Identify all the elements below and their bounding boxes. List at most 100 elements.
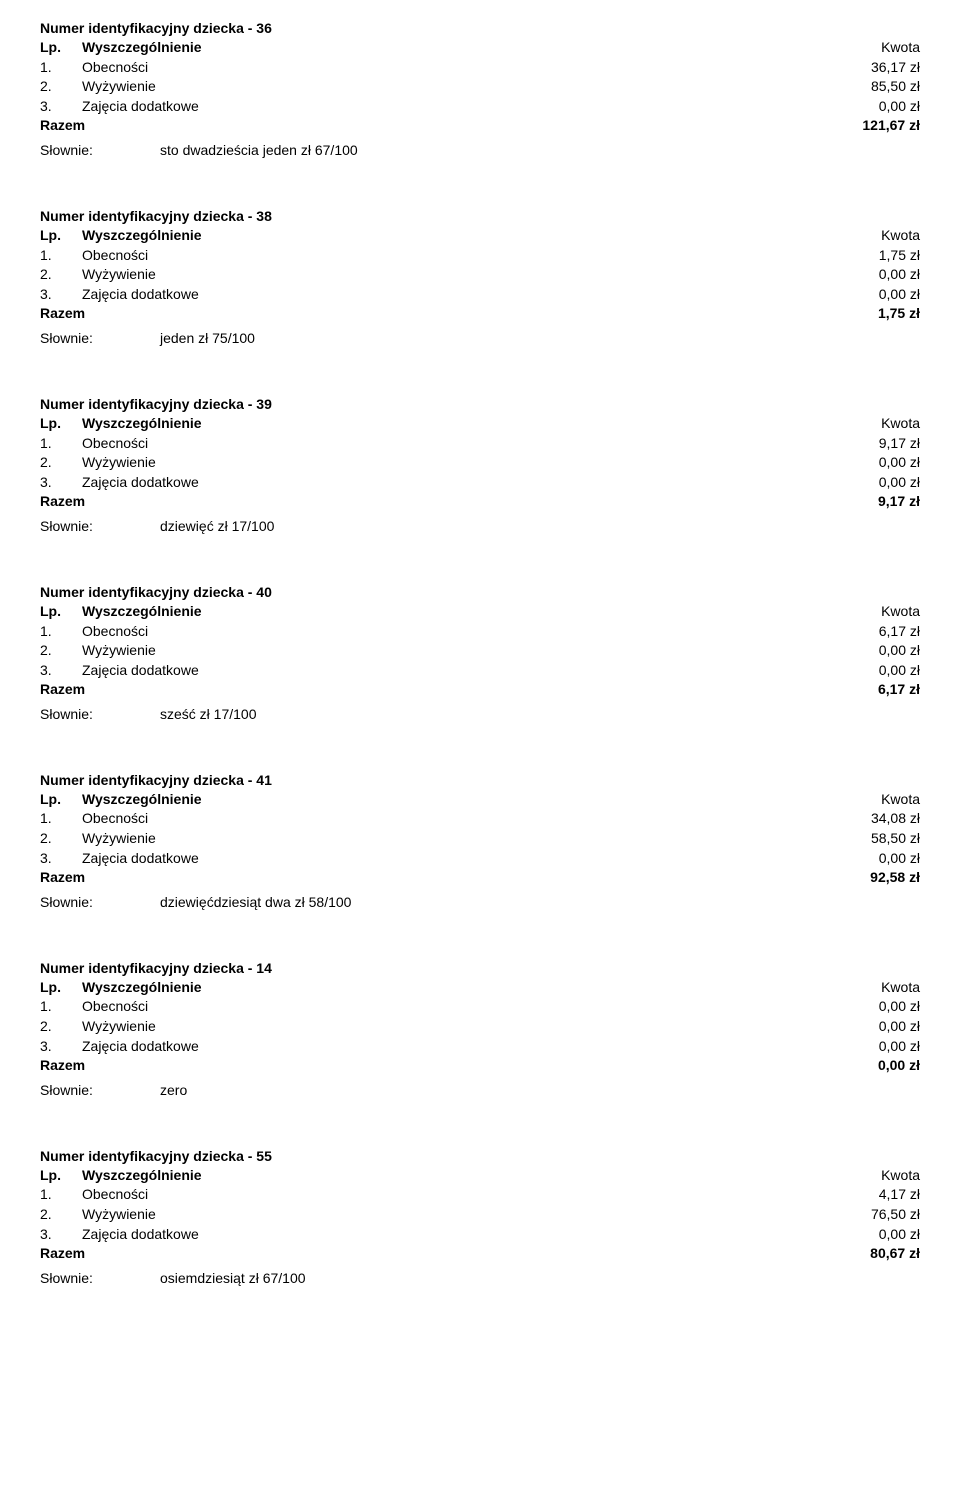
item-label: Zajęcia dodatkowe (82, 1037, 199, 1057)
item-label: Zajęcia dodatkowe (82, 97, 199, 117)
child-block: Numer identyfikacyjny dziecka - 55 Lp.Wys… (40, 1148, 920, 1286)
lp-number: 2. (40, 641, 82, 661)
slownie-label: Słownie: (40, 518, 160, 534)
total-amount: 121,67 zł (862, 116, 920, 136)
lp-number: 1. (40, 58, 82, 78)
lp-number: 1. (40, 246, 82, 266)
item-row: 2.Wyżywienie58,50 zł (40, 829, 920, 849)
child-block: Numer identyfikacyjny dziecka - 36Lp.Wys… (40, 20, 920, 158)
item-amount: 36,17 zł (871, 58, 920, 78)
item-row: 1.Obecności36,17 zł (40, 58, 920, 78)
item-row: 2.Wyżywienie85,50 zł (40, 77, 920, 97)
item-label: Zajęcia dodatkowe (82, 1225, 199, 1245)
item-label: Wyżywienie (82, 641, 156, 661)
block-title: Numer identyfikacyjny dziecka - 36 (40, 20, 920, 36)
lp-number: 3. (40, 1225, 82, 1245)
item-label: Obecności (82, 1185, 148, 1205)
item-label: Zajęcia dodatkowe (82, 473, 199, 493)
kwota-header: Kwota (881, 38, 920, 58)
item-row: 1.Obecności6,17 zł (40, 622, 920, 642)
lp-number: 1. (40, 809, 82, 829)
slownie-text: osiemdziesiąt zł 67/100 (160, 1270, 306, 1286)
item-row: 2.Wyżywienie0,00 zł (40, 1017, 920, 1037)
item-amount: 0,00 zł (879, 849, 920, 869)
item-row: 1.Obecności 4,17 zł (40, 1185, 920, 1205)
item-amount: 0,00 zł (879, 997, 920, 1017)
block-title: Numer identyfikacyjny dziecka - 38 (40, 208, 920, 224)
item-label: Obecności (82, 809, 148, 829)
wyszczegolnienie-header: Wyszczególnienie (82, 38, 202, 58)
item-label: Zajęcia dodatkowe (82, 285, 199, 305)
item-amount: 0,00 zł (879, 285, 920, 305)
slownie-text: sześć zł 17/100 (160, 706, 257, 722)
item-amount: 4,17 zł (879, 1185, 920, 1205)
slownie-label: Słownie: (40, 706, 160, 722)
item-amount: 0,00 zł (879, 453, 920, 473)
lp-header: Lp. (40, 978, 82, 998)
total-row: Razem121,67 zł (40, 116, 920, 136)
item-label: Obecności (82, 246, 148, 266)
wyszczegolnienie-header: Wyszczególnienie (82, 414, 202, 434)
wyszczegolnienie-header: Wyszczególnienie (82, 226, 202, 246)
item-row: 1.Obecności1,75 zł (40, 246, 920, 266)
lp-number: 1. (40, 434, 82, 454)
item-row: 2.Wyżywienie76,50 zł (40, 1205, 920, 1225)
total-label: Razem (40, 304, 82, 324)
lp-number: 3. (40, 97, 82, 117)
header-row: Lp.WyszczególnienieKwota (40, 38, 920, 58)
slownie-label: Słownie: (40, 330, 160, 346)
child-block: Numer identyfikacyjny dziecka - 40 Lp.Wys… (40, 584, 920, 722)
header-row: Lp.WyszczególnienieKwota (40, 414, 920, 434)
item-row: 3.Zajęcia dodatkowe0,00 zł (40, 97, 920, 117)
item-amount: 0,00 zł (879, 1017, 920, 1037)
total-row: Razem0,00 zł (40, 1056, 920, 1076)
item-amount: 85,50 zł (871, 77, 920, 97)
block-title: Numer identyfikacyjny dziecka - 39 (40, 396, 920, 412)
item-label: Wyżywienie (82, 829, 156, 849)
header-row: Lp.WyszczególnienieKwota (40, 790, 920, 810)
block-title: Numer identyfikacyjny dziecka - 41 (40, 772, 920, 788)
item-amount: 0,00 zł (879, 1225, 920, 1245)
item-amount: 58,50 zł (871, 829, 920, 849)
slownie-label: Słownie: (40, 1270, 160, 1286)
block-title: Numer identyfikacyjny dziecka - 14 (40, 960, 920, 976)
lp-number: 3. (40, 473, 82, 493)
total-row: Razem80,67 zł (40, 1244, 920, 1264)
slownie-row: Słownie:sześć zł 17/100 (40, 706, 920, 722)
child-block: Numer identyfikacyjny dziecka - 14 Lp.Wys… (40, 960, 920, 1098)
item-amount: 9,17 zł (879, 434, 920, 454)
item-label: Zajęcia dodatkowe (82, 849, 199, 869)
item-row: 3.Zajęcia dodatkowe0,00 zł (40, 661, 920, 681)
header-row: Lp.WyszczególnienieKwota (40, 978, 920, 998)
lp-number: 2. (40, 453, 82, 473)
slownie-row: Słownie:dziewięć zł 17/100 (40, 518, 920, 534)
total-amount: 9,17 zł (878, 492, 920, 512)
total-label: Razem (40, 680, 82, 700)
total-row: Razem6,17 zł (40, 680, 920, 700)
lp-number: 1. (40, 1185, 82, 1205)
lp-number: 3. (40, 285, 82, 305)
child-block: Numer identyfikacyjny dziecka - 39Lp.Wys… (40, 396, 920, 534)
total-amount: 80,67 zł (870, 1244, 920, 1264)
slownie-label: Słownie: (40, 894, 160, 910)
kwota-header: Kwota (881, 790, 920, 810)
item-amount: 0,00 zł (879, 265, 920, 285)
kwota-header: Kwota (881, 414, 920, 434)
wyszczegolnienie-header: Wyszczególnienie (82, 790, 202, 810)
slownie-row: Słownie:zero (40, 1082, 920, 1098)
item-label: Zajęcia dodatkowe (82, 661, 199, 681)
wyszczegolnienie-header: Wyszczególnienie (82, 1166, 202, 1186)
header-row: Lp.WyszczególnienieKwota (40, 1166, 920, 1186)
total-row: Razem1,75 zł (40, 304, 920, 324)
item-row: 1.Obecności0,00 zł (40, 997, 920, 1017)
block-title: Numer identyfikacyjny dziecka - 40 (40, 584, 920, 600)
slownie-text: dziewięć zł 17/100 (160, 518, 274, 534)
item-amount: 0,00 zł (879, 661, 920, 681)
slownie-row: Słownie:osiemdziesiąt zł 67/100 (40, 1270, 920, 1286)
item-label: Obecności (82, 997, 148, 1017)
block-title: Numer identyfikacyjny dziecka - 55 (40, 1148, 920, 1164)
header-row: Lp.WyszczególnienieKwota (40, 602, 920, 622)
kwota-header: Kwota (881, 602, 920, 622)
item-label: Wyżywienie (82, 1017, 156, 1037)
header-row: Lp.WyszczególnienieKwota (40, 226, 920, 246)
